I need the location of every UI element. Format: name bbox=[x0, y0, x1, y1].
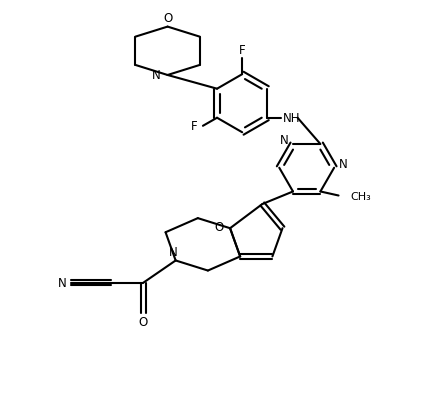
Text: O: O bbox=[214, 220, 224, 233]
Text: O: O bbox=[139, 315, 148, 328]
Text: CH₃: CH₃ bbox=[351, 191, 371, 201]
Text: F: F bbox=[191, 120, 198, 133]
Text: N: N bbox=[58, 277, 66, 290]
Text: F: F bbox=[239, 45, 246, 58]
Text: N: N bbox=[280, 134, 289, 147]
Text: O: O bbox=[163, 12, 172, 25]
Text: N: N bbox=[339, 158, 347, 171]
Text: NH: NH bbox=[283, 112, 300, 125]
Text: N: N bbox=[152, 69, 161, 82]
Text: N: N bbox=[169, 245, 178, 258]
